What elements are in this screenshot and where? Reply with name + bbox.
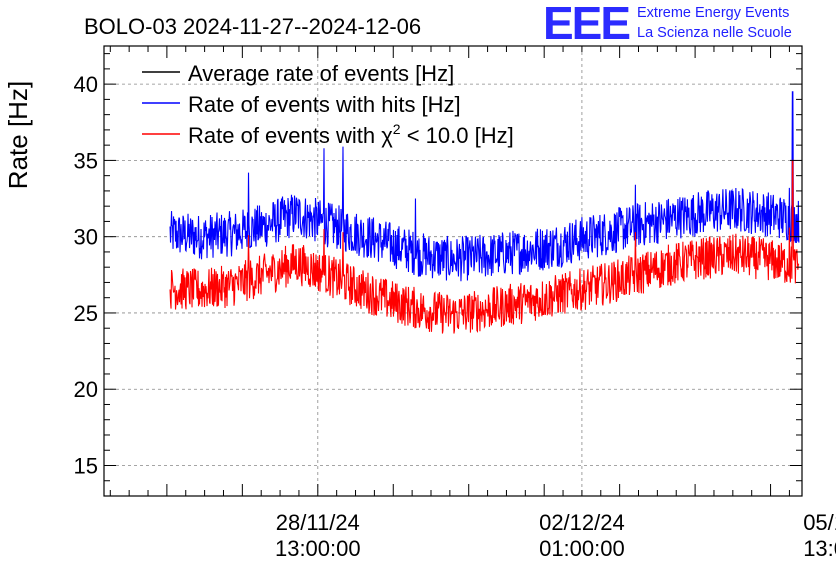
y-tick-label-5: 40 (74, 72, 98, 97)
logo-line-2: La Scienza nelle Scuole (637, 25, 792, 41)
series-layer (169, 91, 800, 334)
x-tick-date-0: 28/11/24 (276, 510, 360, 535)
y-tick-label-3: 30 (74, 225, 98, 250)
x-tick-time-2: 13:00:00 (803, 536, 836, 561)
y-tick-label-2: 25 (74, 301, 98, 326)
legend-label-average: Average rate of events [Hz] (188, 61, 454, 86)
y-axis-label: Rate [Hz] (3, 81, 33, 189)
logo-line-1: Extreme Energy Events (637, 5, 790, 21)
eee-logo-mark: EEE (543, 0, 631, 49)
series-line-1 (169, 91, 800, 282)
x-tick-date-1: 02/12/24 (539, 510, 625, 535)
y-tick-label-0: 15 (74, 453, 98, 478)
y-tick-label-1: 20 (74, 377, 98, 402)
y-tick-label-4: 35 (74, 148, 98, 173)
legend: Average rate of events [Hz] Rate of even… (142, 61, 514, 148)
legend-label-hits: Rate of events with hits [Hz] (188, 92, 461, 117)
x-tick-date-2: 05/12/24 (803, 510, 836, 535)
chart-title: BOLO-03 2024-11-27--2024-12-06 (84, 14, 421, 39)
plot-frame (103, 45, 803, 497)
legend-label-chi2: Rate of events with χ2 < 10.0 [Hz] (188, 121, 514, 148)
axis-ticks: 15202530354028/11/2413:00:0002/12/2401:0… (74, 46, 836, 561)
x-tick-time-1: 01:00:00 (539, 536, 625, 561)
series-line-2 (169, 159, 800, 334)
x-tick-time-0: 13:00:00 (275, 536, 361, 561)
